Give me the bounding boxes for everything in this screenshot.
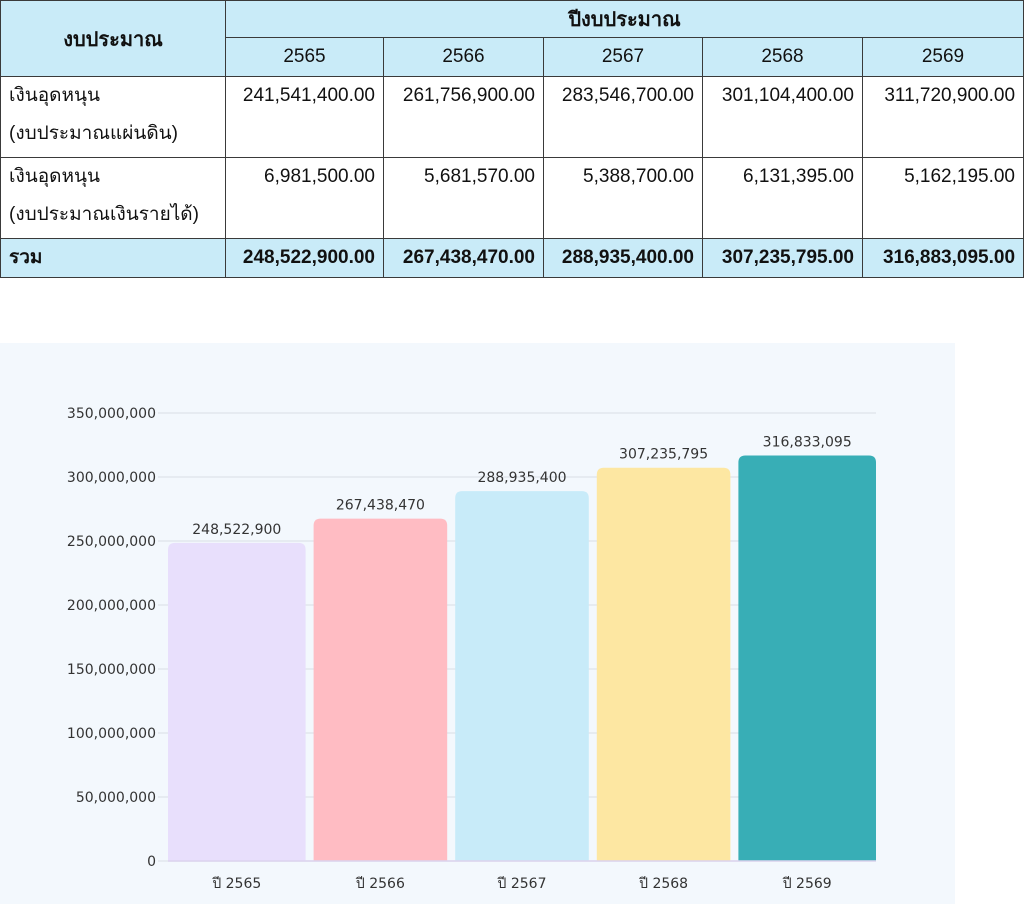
bar [738, 455, 876, 861]
cell-value: 301,104,400.00 [702, 76, 863, 158]
x-category-label: ปี 2567 [497, 876, 546, 892]
y-tick-label: 300,000,000 [67, 470, 156, 486]
x-category-label: ปี 2569 [782, 876, 831, 892]
total-value: 267,438,470.00 [383, 238, 544, 278]
table-row: เงินอุดหนุน (งบประมาณเงินรายได้) 6,981,5… [0, 157, 1024, 239]
total-value: 288,935,400.00 [543, 238, 703, 278]
y-tick-label: 350,000,000 [67, 406, 156, 422]
cell-value: 5,388,700.00 [543, 157, 703, 239]
data-label: 307,235,795 [619, 447, 708, 463]
cell-value: 6,131,395.00 [702, 157, 863, 239]
cell-value: 311,720,900.00 [861, 76, 1024, 158]
bar-chart-panel: 0 50,000,000 100,000,000 150,000,000 200,000… [0, 343, 955, 904]
y-tick-label: 0 [147, 854, 156, 870]
data-label: 316,833,095 [763, 434, 852, 450]
row-label-line2: (งบประมาณเงินรายได้) [9, 204, 199, 225]
bar [168, 542, 306, 861]
cell-value: 5,162,195.00 [861, 157, 1024, 239]
header-year: 2565 [225, 37, 384, 77]
header-year: 2568 [702, 37, 863, 77]
data-label: 267,438,470 [336, 498, 425, 514]
cell-value: 283,546,700.00 [543, 76, 703, 158]
row-label: เงินอุดหนุน (งบประมาณแผ่นดิน) [0, 76, 226, 158]
row-label-line2: (งบประมาณแผ่นดิน) [9, 123, 178, 144]
table-row: เงินอุดหนุน (งบประมาณแผ่นดิน) 241,541,40… [0, 76, 1024, 158]
bar [455, 491, 589, 861]
cell-value: 5,681,570.00 [383, 157, 544, 239]
total-value: 316,883,095.00 [861, 238, 1024, 278]
header-fiscal-year: ปีงบประมาณ [224, 0, 1024, 39]
data-label: 248,522,900 [192, 522, 281, 538]
total-value: 248,522,900.00 [225, 238, 384, 278]
budget-table: งบประมาณ ปีงบประมาณ 2565 2566 2567 2568 … [0, 0, 1024, 278]
header-year: 2569 [861, 37, 1024, 77]
cell-value: 241,541,400.00 [225, 76, 384, 158]
cell-value: 6,981,500.00 [225, 157, 384, 239]
row-label: เงินอุดหนุน (งบประมาณเงินรายได้) [0, 157, 226, 239]
header-year: 2567 [543, 37, 703, 77]
y-tick-label: 50,000,000 [76, 790, 156, 806]
total-label: รวม [0, 238, 226, 278]
row-label-line1: เงินอุดหนุน [9, 85, 101, 106]
y-tick-label: 100,000,000 [67, 726, 156, 742]
row-label-line1: เงินอุดหนุน [9, 166, 101, 187]
y-tick-label: 250,000,000 [67, 534, 156, 550]
header-budget: งบประมาณ [0, 0, 226, 77]
y-tick-label: 150,000,000 [67, 662, 156, 678]
x-category-label: ปี 2565 [212, 876, 261, 892]
y-tick-label: 200,000,000 [67, 598, 156, 614]
bar [596, 467, 731, 861]
bar-chart: 0 50,000,000 100,000,000 150,000,000 200,000… [67, 406, 876, 892]
bar [313, 518, 448, 861]
x-category-label: ปี 2568 [639, 876, 688, 892]
data-label: 288,935,400 [477, 470, 566, 486]
cell-value: 261,756,900.00 [383, 76, 544, 158]
x-category-label: ปี 2566 [355, 876, 405, 892]
header-year: 2566 [383, 37, 544, 77]
total-value: 307,235,795.00 [702, 238, 863, 278]
total-row: รวม 248,522,900.00 267,438,470.00 288,93… [0, 238, 1024, 278]
